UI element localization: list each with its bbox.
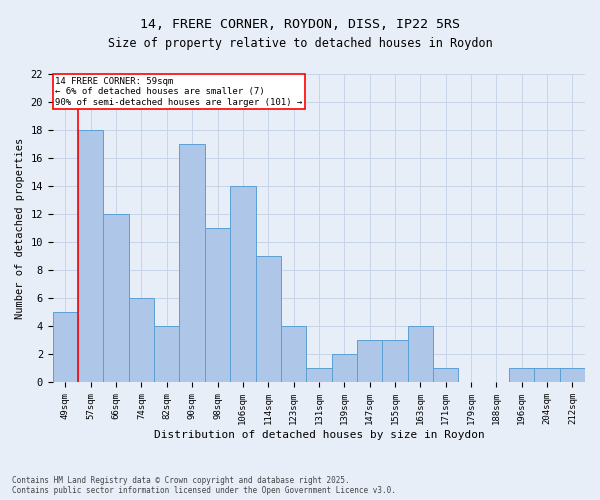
Bar	[230, 186, 256, 382]
Bar	[281, 326, 306, 382]
Text: Size of property relative to detached houses in Roydon: Size of property relative to detached ho…	[107, 38, 493, 51]
Bar	[179, 144, 205, 382]
Bar	[433, 368, 458, 382]
Bar	[154, 326, 179, 382]
Bar	[256, 256, 281, 382]
Bar	[53, 312, 78, 382]
Bar	[103, 214, 129, 382]
Bar	[306, 368, 332, 382]
Text: Contains HM Land Registry data © Crown copyright and database right 2025.
Contai: Contains HM Land Registry data © Crown c…	[12, 476, 396, 495]
Bar	[509, 368, 535, 382]
Text: 14, FRERE CORNER, ROYDON, DISS, IP22 5RS: 14, FRERE CORNER, ROYDON, DISS, IP22 5RS	[140, 18, 460, 30]
Bar	[129, 298, 154, 382]
X-axis label: Distribution of detached houses by size in Roydon: Distribution of detached houses by size …	[154, 430, 484, 440]
Y-axis label: Number of detached properties: Number of detached properties	[15, 138, 25, 319]
Text: 14 FRERE CORNER: 59sqm
← 6% of detached houses are smaller (7)
90% of semi-detac: 14 FRERE CORNER: 59sqm ← 6% of detached …	[55, 77, 302, 106]
Bar	[535, 368, 560, 382]
Bar	[382, 340, 407, 382]
Bar	[78, 130, 103, 382]
Bar	[357, 340, 382, 382]
Bar	[407, 326, 433, 382]
Bar	[205, 228, 230, 382]
Bar	[560, 368, 585, 382]
Bar	[332, 354, 357, 382]
